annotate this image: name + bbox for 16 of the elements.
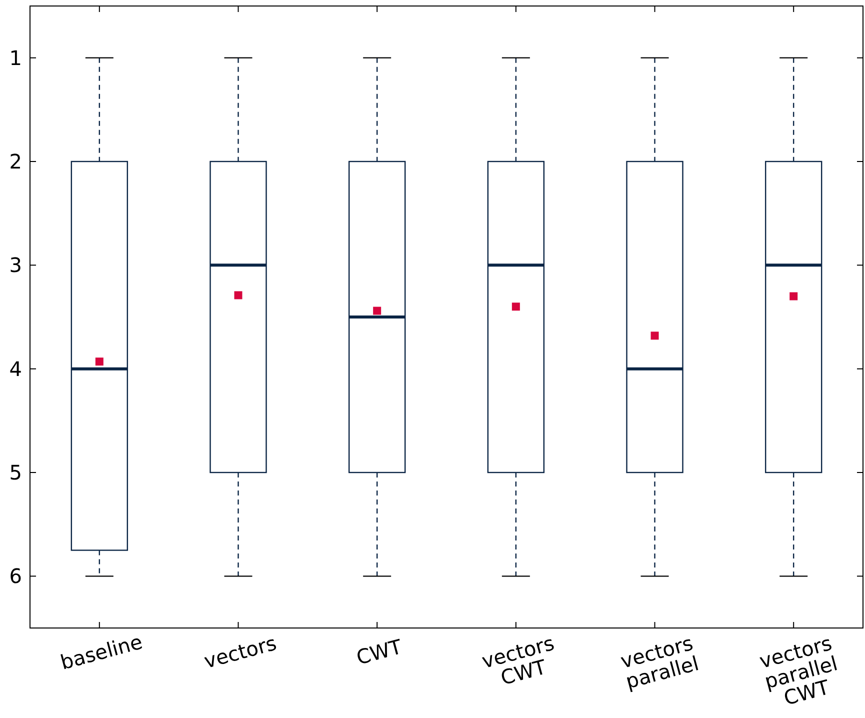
y-tick-label: 6 bbox=[9, 564, 22, 588]
y-tick-label: 2 bbox=[9, 150, 22, 174]
x-tick-label: vectors bbox=[201, 630, 280, 674]
point bbox=[790, 292, 798, 300]
point bbox=[234, 291, 242, 300]
point bbox=[95, 358, 104, 366]
point bbox=[512, 302, 520, 311]
point bbox=[373, 306, 382, 315]
x-tick-label: vectors CWT bbox=[479, 630, 557, 690]
point bbox=[650, 332, 659, 340]
x-tick-label: baseline bbox=[58, 630, 145, 674]
y-tick-label: 4 bbox=[9, 356, 22, 381]
y-tick-label: 1 bbox=[9, 46, 22, 70]
y-tick-label: 5 bbox=[9, 460, 22, 484]
x-tick-label: CWT bbox=[354, 634, 406, 670]
y-tick-label: 3 bbox=[9, 253, 22, 278]
